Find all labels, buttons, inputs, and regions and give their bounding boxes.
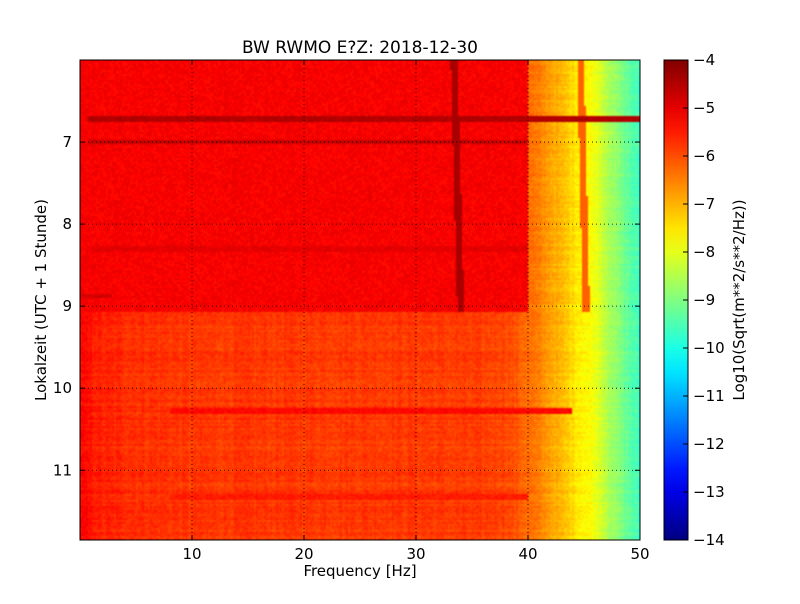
y-tick-label: 8 bbox=[62, 215, 72, 233]
chart-title: BW RWMO E?Z: 2018-12-30 bbox=[242, 38, 478, 58]
colorbar-tick-label: −4 bbox=[693, 51, 715, 69]
y-axis-label: Lokalzeit (UTC + 1 Stunde) bbox=[32, 199, 50, 401]
colorbar-tick-label: −12 bbox=[693, 435, 725, 453]
plot-area: 10 20 30 40 50 7 8 9 10 11 bbox=[53, 59, 650, 563]
y-tick-label: 11 bbox=[53, 461, 72, 479]
plot-frame bbox=[79, 59, 641, 541]
colorbar-tick-label: −13 bbox=[693, 483, 725, 501]
colorbar-tick-label: −8 bbox=[693, 243, 715, 261]
colorbar-tick-label: −5 bbox=[693, 99, 715, 117]
colorbar-ticks: −4 −5 −6 −7 −8 −9 −10 −11 −12 −13 −14 bbox=[683, 51, 725, 549]
colorbar-tick-label: −10 bbox=[693, 339, 725, 357]
colorbar-tick-label: −6 bbox=[693, 147, 715, 165]
grid-lines bbox=[80, 60, 640, 540]
y-tick-label: 7 bbox=[62, 133, 72, 151]
x-tick-label: 10 bbox=[182, 545, 201, 563]
colorbar-tick-label: −14 bbox=[693, 531, 725, 549]
x-tick-label: 20 bbox=[294, 545, 313, 563]
colorbar: −4 −5 −6 −7 −8 −9 −10 −11 −12 −13 −14 Log10(Sqrt(m… bbox=[663, 51, 748, 549]
colorbar-label: Log10(Sqrt(m**2/s**2/Hz)) bbox=[730, 199, 748, 400]
x-axis-label: Frequency [Hz] bbox=[303, 562, 416, 580]
x-tick-label: 30 bbox=[406, 545, 425, 563]
colorbar-tick-label: −11 bbox=[693, 387, 725, 405]
colorbar-tick-label: −9 bbox=[693, 291, 715, 309]
y-axis-ticks: 7 8 9 10 11 bbox=[53, 133, 640, 479]
spectrogram-heatmap bbox=[80, 60, 640, 540]
y-tick-label: 10 bbox=[53, 379, 72, 397]
x-tick-label: 40 bbox=[518, 545, 537, 563]
x-tick-label: 50 bbox=[630, 545, 649, 563]
x-axis-ticks: 10 20 30 40 50 bbox=[182, 60, 650, 563]
colorbar-tick-label: −7 bbox=[693, 195, 715, 213]
y-tick-label: 9 bbox=[62, 297, 72, 315]
